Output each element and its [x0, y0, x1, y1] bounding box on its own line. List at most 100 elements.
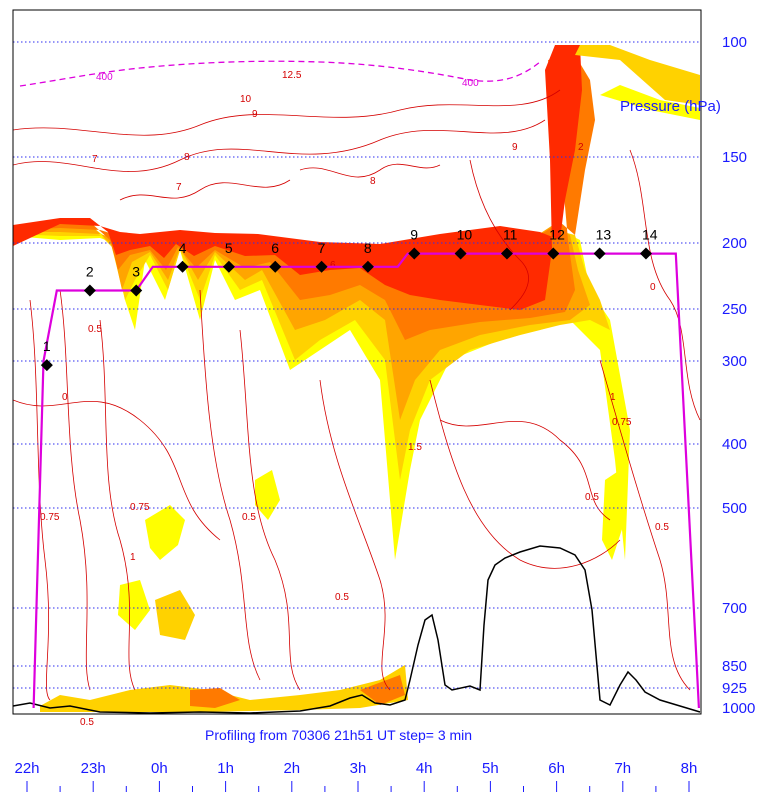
contour-label-9-a: 9 [252, 109, 258, 120]
contour-label-1-b: 1 [610, 392, 616, 403]
profile-point-label-10: 10 [457, 227, 473, 243]
contour-label-400-b: 400 [462, 78, 479, 89]
contour-label-0-75-c: 0.75 [612, 417, 632, 428]
contour-label-1-5: 1.5 [408, 442, 422, 453]
time-tick-label-0h: 0h [151, 760, 168, 777]
axis-label-pressure: Pressure (hPa) [620, 98, 721, 115]
contour-label-0-5-d: 0.5 [585, 492, 599, 503]
profile-point-label-7: 7 [318, 240, 326, 256]
contour-label-0-75-b: 0.75 [130, 502, 150, 513]
time-tick-label-2h: 2h [283, 760, 300, 777]
time-tick-label-1h: 1h [217, 760, 234, 777]
contour-label-0-5-c: 0.5 [335, 592, 349, 603]
contour-label-0-75-a: 0.75 [40, 512, 60, 523]
profile-point-3 [130, 284, 143, 297]
contour-label-8-b: 8 [370, 176, 376, 187]
profile-point-6 [269, 260, 282, 273]
pressure-tick-850: 850 [722, 658, 747, 675]
time-tick-label-6h: 6h [548, 760, 565, 777]
time-tick-label-7h: 7h [614, 760, 631, 777]
time-tick-label-4h: 4h [416, 760, 433, 777]
contour-label-7-a: 7 [92, 154, 98, 165]
time-tick-label-5h: 5h [482, 760, 499, 777]
pressure-gridlines [13, 41, 701, 689]
profile-point-13 [593, 247, 606, 260]
profile-point-11 [500, 247, 513, 260]
profile-point-7 [315, 260, 328, 273]
pressure-tick-500: 500 [722, 500, 747, 517]
pv-contour-lines [13, 89, 701, 701]
profile-point-10 [454, 247, 467, 260]
profile-point-label-3: 3 [132, 264, 140, 280]
contour-value-labels: 400 400 12.5 10 9 9 7 7 8 8 2 1 1 0.5 0.… [40, 70, 669, 728]
balloon-track [32, 252, 700, 709]
time-tick-label-8h: 8h [681, 760, 698, 777]
profile-point-label-9: 9 [410, 227, 418, 243]
pressure-tick-700: 700 [722, 600, 747, 617]
profile-point-1 [40, 359, 53, 372]
contour-label-10: 10 [240, 94, 252, 105]
pressure-tick-150: 150 [722, 149, 747, 166]
contour-label-0-5-e: 0.5 [80, 717, 94, 728]
pressure-tick-250: 250 [722, 301, 747, 318]
profile-point-label-4: 4 [179, 240, 187, 256]
pressure-tick-100: 100 [722, 34, 747, 51]
contour-label-400-a: 400 [96, 72, 113, 83]
pressure-tick-300: 300 [722, 353, 747, 370]
contour-label-8-a: 8 [184, 152, 190, 163]
pressure-tick-400: 400 [722, 436, 747, 453]
contour-label-0-b: 0 [650, 282, 656, 293]
profile-point-label-2: 2 [86, 264, 94, 280]
pv-fill-tail [575, 45, 700, 105]
profile-point-2 [83, 284, 96, 297]
pressure-tick-200: 200 [722, 235, 747, 252]
profile-point-4 [176, 260, 189, 273]
contour-label-2: 2 [578, 142, 584, 153]
pv-filled-contours [13, 45, 700, 712]
dashed-isoline-400 [19, 60, 541, 87]
pv-fill-patch-1 [145, 505, 185, 560]
plot-frame [12, 9, 702, 715]
pressure-tick-925: 925 [722, 680, 747, 697]
contour-label-7-b: 7 [176, 182, 182, 193]
profile-point-label-11: 11 [503, 227, 518, 243]
time-tick-label-23h: 23h [81, 760, 106, 777]
contour-label-0-5-b: 0.5 [242, 512, 256, 523]
contour-label-0-a: 0 [62, 392, 68, 403]
contour-label-0-5-a: 0.5 [88, 324, 102, 335]
profile-point-label-14: 14 [642, 227, 658, 243]
profile-point-12 [547, 247, 560, 260]
pressure-axis-labels: 100 150 200 250 300 400 500 700 850 925 1000 [722, 34, 755, 717]
time-axis: 22h 23h 0h 1h 2h 3h 4h 5h 6h 7h 8h [14, 760, 697, 792]
pv-fill-patch-4 [602, 470, 625, 560]
profile-point-label-13: 13 [596, 227, 612, 243]
profile-point-label-1: 1 [43, 338, 51, 354]
profile-point-label-5: 5 [225, 240, 233, 256]
pv-fill-red [13, 45, 582, 310]
profile-points: 12 34 5 6 7 89 10 11 12 13 14 [40, 227, 658, 372]
profile-point-9 [408, 247, 421, 260]
pressure-tick-1000: 1000 [722, 700, 755, 717]
profile-point-8 [361, 260, 374, 273]
contour-label-0-5-f: 0.5 [655, 522, 669, 533]
pv-fill-tail-yellow [600, 85, 700, 120]
contour-label-9-b: 9 [512, 142, 518, 153]
contour-label-1-a: 1 [130, 552, 136, 563]
profile-point-label-6: 6 [271, 240, 279, 256]
profile-point-14 [639, 247, 652, 260]
profile-point-5 [222, 260, 235, 273]
pv-fill-patch-3 [118, 580, 150, 630]
time-tick-label-22h: 22h [14, 760, 39, 777]
profile-point-label-8: 8 [364, 240, 372, 256]
profile-point-label-12: 12 [549, 227, 565, 243]
chart-caption: Profiling from 70306 21h51 UT step= 3 mi… [205, 727, 472, 743]
contour-label-12-5: 12.5 [282, 70, 302, 81]
time-tick-label-3h: 3h [350, 760, 367, 777]
terrain-profile [12, 545, 701, 714]
pv-fill-patch-5 [255, 470, 280, 520]
pv-fill-patch-2 [155, 590, 195, 640]
contour-label-6: 6 [330, 260, 336, 271]
pv-fill-surface-red [190, 675, 405, 708]
pv-fill-surface [40, 665, 408, 712]
